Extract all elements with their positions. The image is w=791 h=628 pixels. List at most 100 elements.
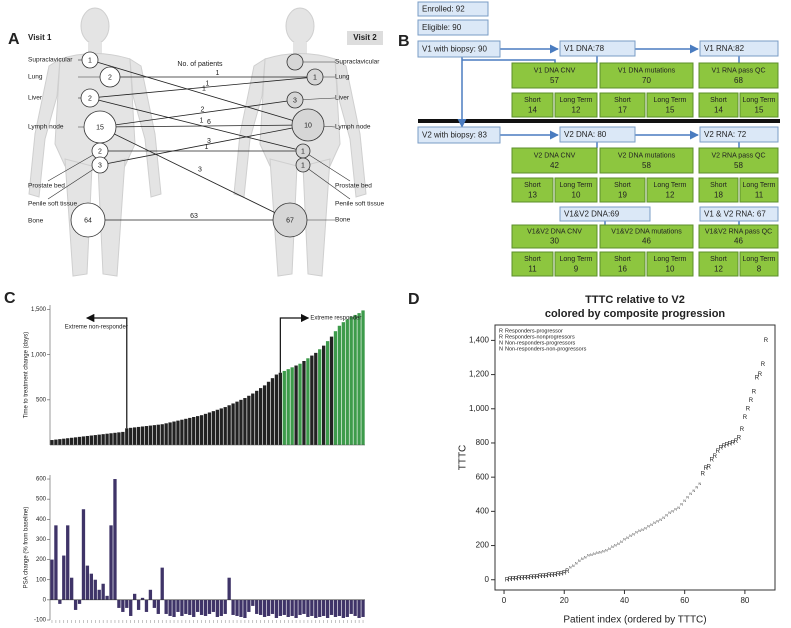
leader-line [302,164,351,200]
bar [140,426,145,445]
point: N [659,518,662,522]
leader-line [302,150,351,182]
bar [199,599,204,615]
group-label: Short [614,97,631,104]
bar [255,599,259,614]
group-label: V1 DNA CNV [534,67,576,74]
point: N [653,521,656,525]
bar [318,599,322,617]
point: N [599,550,602,554]
bar [353,599,357,616]
site-label: Prostate bed [335,183,372,190]
bar [243,398,247,445]
point: R [556,572,561,578]
bar [266,381,271,445]
point: N [668,511,671,515]
point: R [517,576,522,582]
site-node [286,53,304,71]
bar [129,599,133,616]
bar [219,408,223,445]
panel-label: B [398,33,410,50]
group-value: 14 [528,105,537,114]
bar [188,599,192,615]
group-box [599,62,694,89]
point: N [614,543,617,547]
group-box [698,251,739,277]
stage-label: Eligible: 90 [422,23,462,32]
group-value: 46 [734,237,743,246]
bar [70,437,74,445]
point: R [535,574,540,580]
bar [239,599,243,617]
site-label: Bone [335,217,351,224]
bar [349,316,353,445]
stage-box [699,40,779,57]
bar [259,599,263,615]
point: N [590,553,593,557]
bar [77,436,82,445]
site-label: Liver [335,95,350,102]
y-tick-label: 500 [36,497,47,503]
point: N [686,496,689,500]
point: R [550,573,555,579]
x-tick-label: 0 [502,596,507,605]
group-value: 68 [734,76,743,85]
point: R [529,575,534,581]
group-box [698,224,779,249]
group-box [511,177,554,203]
group-label: Long Term [743,97,776,104]
group-label: Short [524,97,541,104]
bar [298,599,302,615]
bar [101,583,105,600]
point: N [656,520,659,524]
point: N [581,557,584,561]
group-label: Long Term [654,256,687,263]
bar [251,599,255,606]
bar [286,599,290,617]
bar [73,599,78,610]
point: R [755,376,760,382]
site-node [295,157,311,173]
bar [333,599,338,617]
stage-box [417,40,501,58]
point: R [740,427,745,433]
group-box [739,251,779,277]
bar [129,427,133,445]
stage-label: V1 RNA:82 [704,44,745,53]
point: N [695,485,698,489]
bar [243,599,247,618]
stage-label: V2 RNA: 72 [704,130,747,139]
bar [337,599,342,616]
point: R [562,570,567,576]
group-label: V2 RNA pass QC [711,152,765,159]
group-label: V2 DNA CNV [534,152,576,159]
bar [176,420,180,445]
point: N [575,561,578,565]
flow-line [99,126,291,221]
point: N [605,549,608,553]
point: N [683,499,686,503]
flow-count: 1 [200,117,204,124]
point: N [674,508,677,512]
group-box [511,92,554,118]
group-box [554,92,598,118]
bar [136,426,141,445]
node-count: 10 [304,122,312,129]
bar [58,439,62,445]
bar [54,439,58,445]
bar [81,436,86,445]
bar [302,361,306,445]
stage-label: V2 with biopsy: 83 [422,131,487,140]
point: R [710,458,715,464]
group-box [698,92,739,118]
bar [77,599,82,604]
site-node [291,108,325,142]
x-tick-label: 80 [740,596,749,605]
flow-count: 3 [198,166,202,173]
visit-badge [347,31,383,45]
point: N [698,482,701,486]
bar [322,345,326,445]
bar [66,525,70,600]
y-axis-label: PSA change (% from baseline) [24,507,30,589]
chart-title: TTTC relative to V2 [585,294,685,306]
